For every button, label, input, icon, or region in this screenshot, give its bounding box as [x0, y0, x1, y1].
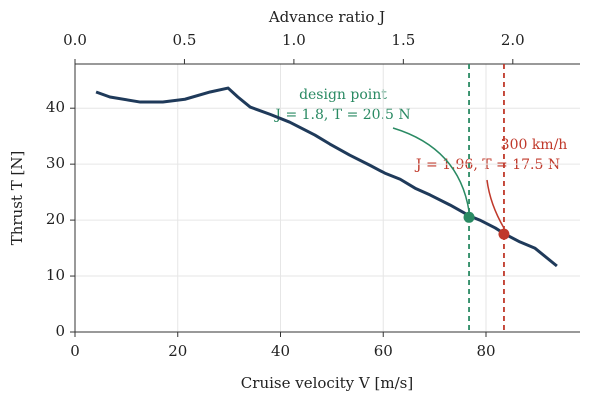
x-tick-label: 0: [70, 342, 80, 360]
annotation-arrow: [392, 127, 470, 212]
y-tick-label: 30: [46, 154, 65, 172]
y-tick-label: 20: [46, 210, 65, 228]
annotation-text: J = 1.8, T = 20.5 N: [273, 107, 410, 123]
x-tick-label: 20: [168, 342, 187, 360]
highlight-point: [498, 228, 510, 240]
x2-tick-label: 0.0: [63, 31, 87, 49]
y-tick-label: 0: [55, 322, 65, 340]
x2-axis-label: Advance ratio J: [268, 8, 385, 26]
x-tick-label: 60: [374, 342, 393, 360]
annotation-arrow: [486, 179, 505, 229]
x2-tick-label: 0.5: [173, 31, 197, 49]
x2-tick-label: 1.5: [391, 31, 415, 49]
y-tick-label: 40: [46, 98, 65, 116]
x-tick-label: 40: [271, 342, 290, 360]
x-tick-label: 80: [476, 342, 495, 360]
y-axis-label: Thrust T [N]: [8, 151, 26, 246]
x-axis-label: Cruise velocity V [m/s]: [241, 374, 413, 392]
y-tick-label: 10: [46, 266, 65, 284]
highlight-point: [463, 211, 475, 223]
x2-tick-label: 2.0: [501, 31, 525, 49]
annotation-text: 300 km/h: [501, 137, 568, 153]
x2-tick-label: 1.0: [282, 31, 306, 49]
data-line: [95, 86, 558, 268]
annotation-text: J = 1.96, T = 17.5 N: [414, 157, 560, 173]
annotation-text: design point: [299, 87, 387, 103]
